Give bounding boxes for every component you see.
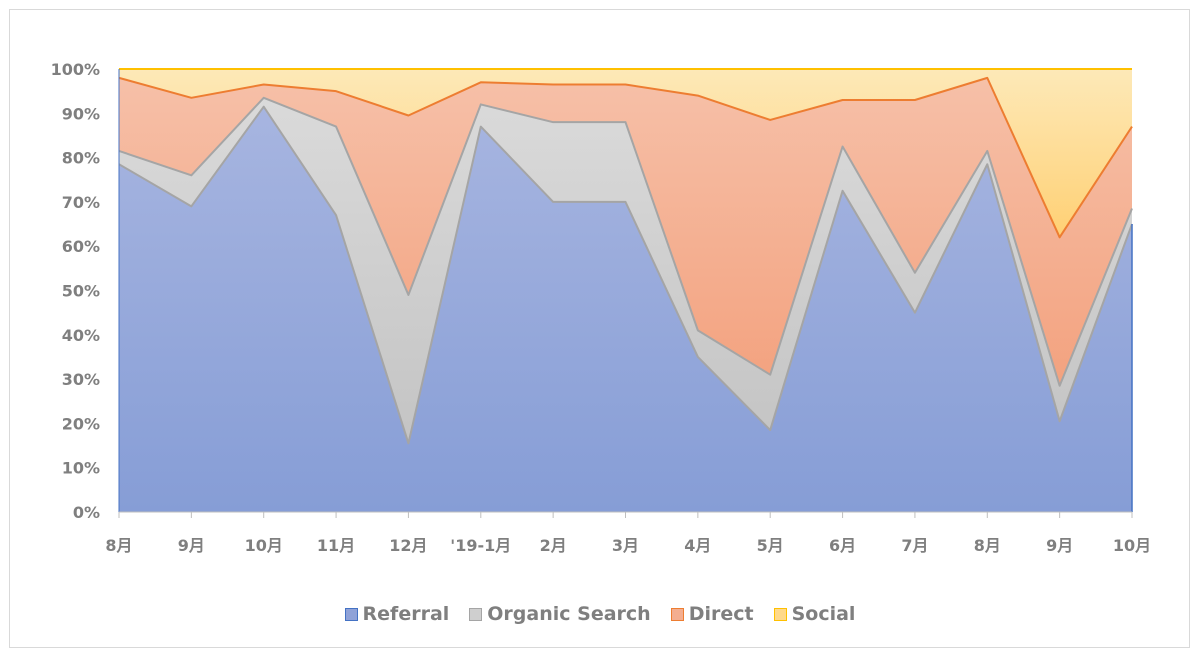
- legend-item-referral: Referral: [344, 603, 450, 625]
- line-organic-search: [118, 96, 1133, 387]
- y-tick-label: 60%: [62, 237, 100, 256]
- y-tick-label: 40%: [62, 326, 100, 345]
- legend-item-organic-search: Organic Search: [469, 603, 651, 625]
- x-tick-label: 7月: [901, 536, 928, 555]
- legend-label: Referral: [362, 603, 450, 625]
- y-tick-label: 20%: [62, 414, 100, 433]
- x-tick-label: 8月: [974, 536, 1001, 555]
- x-tick-label: 5月: [757, 536, 784, 555]
- x-tick-label: 9月: [178, 536, 205, 555]
- legend-item-social: Social: [773, 603, 856, 625]
- x-tick-label: 8月: [105, 536, 132, 555]
- area-direct: [119, 77, 1132, 386]
- x-tick-label: 12月: [389, 536, 427, 555]
- y-tick-label: 70%: [62, 193, 100, 212]
- area-organic-search: [119, 97, 1132, 444]
- x-tick-label: 10月: [245, 536, 283, 555]
- legend: Referral Organic Search Direct Social: [0, 603, 1200, 625]
- legend-item-direct: Direct: [670, 603, 754, 625]
- legend-swatch: [773, 607, 787, 621]
- area-referral: [119, 106, 1132, 513]
- y-tick-label: 10%: [62, 459, 100, 478]
- y-tick-label: 50%: [62, 282, 100, 301]
- legend-swatch: [344, 607, 358, 621]
- x-tick-label: 2月: [540, 536, 567, 555]
- legend-label: Direct: [688, 603, 754, 625]
- area-social: [119, 69, 1132, 238]
- y-tick-label: 0%: [73, 503, 100, 522]
- y-tick-label: 80%: [62, 149, 100, 168]
- line-direct: [118, 76, 1133, 239]
- line-referral: [118, 105, 1133, 445]
- y-tick-label: 100%: [51, 60, 100, 79]
- x-tick-label: 9月: [1046, 536, 1073, 555]
- x-tick-label: 3月: [612, 536, 639, 555]
- legend-label: Social: [791, 603, 856, 625]
- x-tick-label: 11月: [317, 536, 355, 555]
- legend-swatch: [670, 607, 684, 621]
- y-tick-label: 30%: [62, 370, 100, 389]
- x-tick-label: 10月: [1113, 536, 1151, 555]
- x-tick-label: '19-1月: [450, 536, 511, 555]
- x-tick-label: 6月: [829, 536, 856, 555]
- legend-swatch: [469, 607, 483, 621]
- x-tick-label: 4月: [684, 536, 711, 555]
- legend-label: Organic Search: [487, 603, 651, 625]
- y-tick-label: 90%: [62, 104, 100, 123]
